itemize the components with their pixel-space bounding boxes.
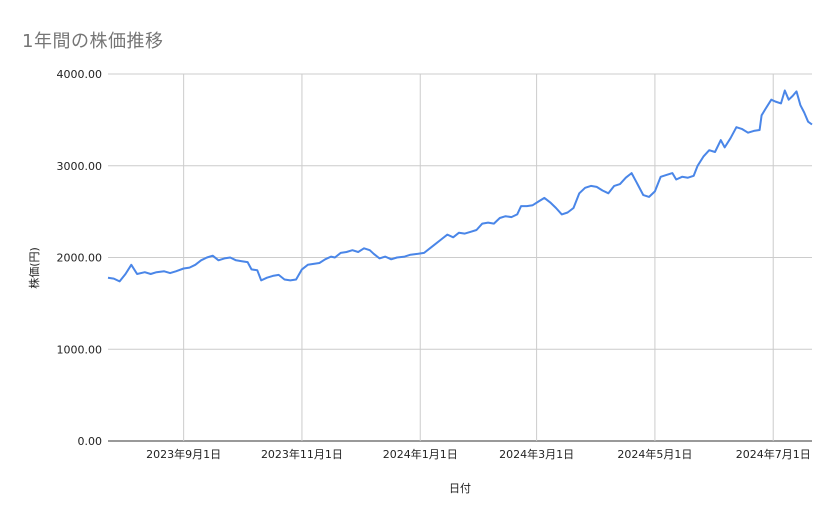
x-tick-label: 2023年11月1日	[261, 447, 343, 461]
x-axis-label: 日付	[449, 482, 471, 495]
y-tick-label: 3000.00	[57, 160, 103, 173]
x-tick-label: 2024年1月1日	[383, 447, 458, 461]
y-axis-label: 株価(円)	[27, 247, 41, 289]
y-tick-label: 1000.00	[57, 343, 103, 356]
x-tick-label: 2024年5月1日	[617, 447, 692, 461]
series-line	[107, 89, 813, 283]
x-tick-label: 2023年9月1日	[146, 447, 221, 461]
y-tick-label: 0.00	[78, 435, 103, 448]
x-tick-label: 2024年3月1日	[499, 447, 574, 461]
y-axis-ticks: 0.00 1000.00 2000.00 3000.00 4000.00	[57, 68, 103, 448]
y-tick-label: 2000.00	[57, 252, 103, 265]
x-tick-label: 2024年7月1日	[736, 447, 811, 461]
y-tick-label: 4000.00	[57, 68, 103, 81]
series-lines	[107, 89, 813, 283]
chart-title: 1年間の株価推移	[22, 31, 164, 52]
x-axis-ticks: 2023年9月1日 2023年11月1日 2024年1月1日 2024年3月1日 202…	[146, 447, 811, 461]
gridlines	[108, 73, 812, 442]
